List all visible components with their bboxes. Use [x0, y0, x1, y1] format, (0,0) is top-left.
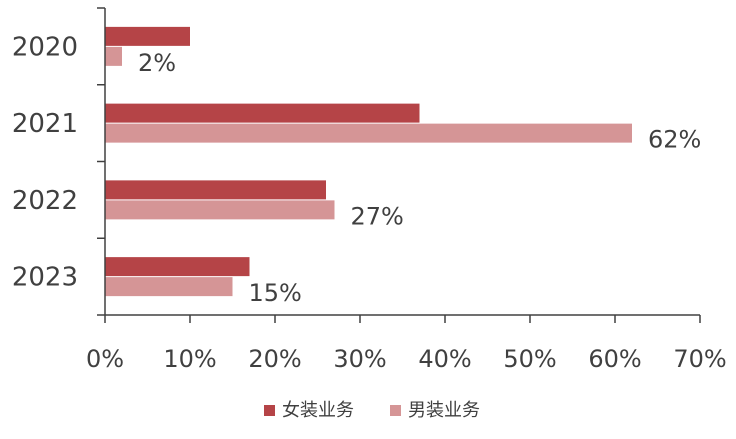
x-tick-label: 0%: [86, 345, 124, 373]
x-tick-label: 60%: [588, 345, 641, 373]
bar-menswear-2020: [105, 46, 122, 66]
bar-womenswear-2020: [105, 26, 190, 46]
legend-label-womenswear: 女装业务: [282, 400, 354, 421]
legend-label-menswear: 男装业务: [408, 400, 480, 421]
x-tick-label: 50%: [503, 345, 556, 373]
y-tick-label-2020: 2020: [12, 32, 78, 62]
x-tick-label: 40%: [418, 345, 471, 373]
bar-menswear-2021: [105, 123, 632, 143]
bar-menswear-2023: [105, 277, 233, 297]
y-tick-label-2023: 2023: [12, 263, 78, 293]
x-tick-label: 10%: [163, 345, 216, 373]
data-label-menswear-2023: 15%: [249, 279, 302, 307]
legend-swatch-womenswear: [264, 405, 275, 416]
bar-womenswear-2021: [105, 103, 420, 123]
data-label-menswear-2022: 27%: [351, 202, 404, 230]
x-tick-label: 30%: [333, 345, 386, 373]
x-tick-label: 70%: [673, 345, 726, 373]
x-tick-label: 20%: [248, 345, 301, 373]
legend-swatch-menswear: [390, 405, 401, 416]
bar-womenswear-2023: [105, 257, 250, 277]
y-tick-label-2021: 2021: [12, 109, 78, 139]
data-label-menswear-2020: 2%: [138, 49, 176, 77]
bar-menswear-2022: [105, 200, 335, 220]
data-label-menswear-2021: 62%: [648, 126, 701, 154]
bar-womenswear-2022: [105, 180, 326, 200]
y-tick-label-2022: 2022: [12, 186, 78, 216]
